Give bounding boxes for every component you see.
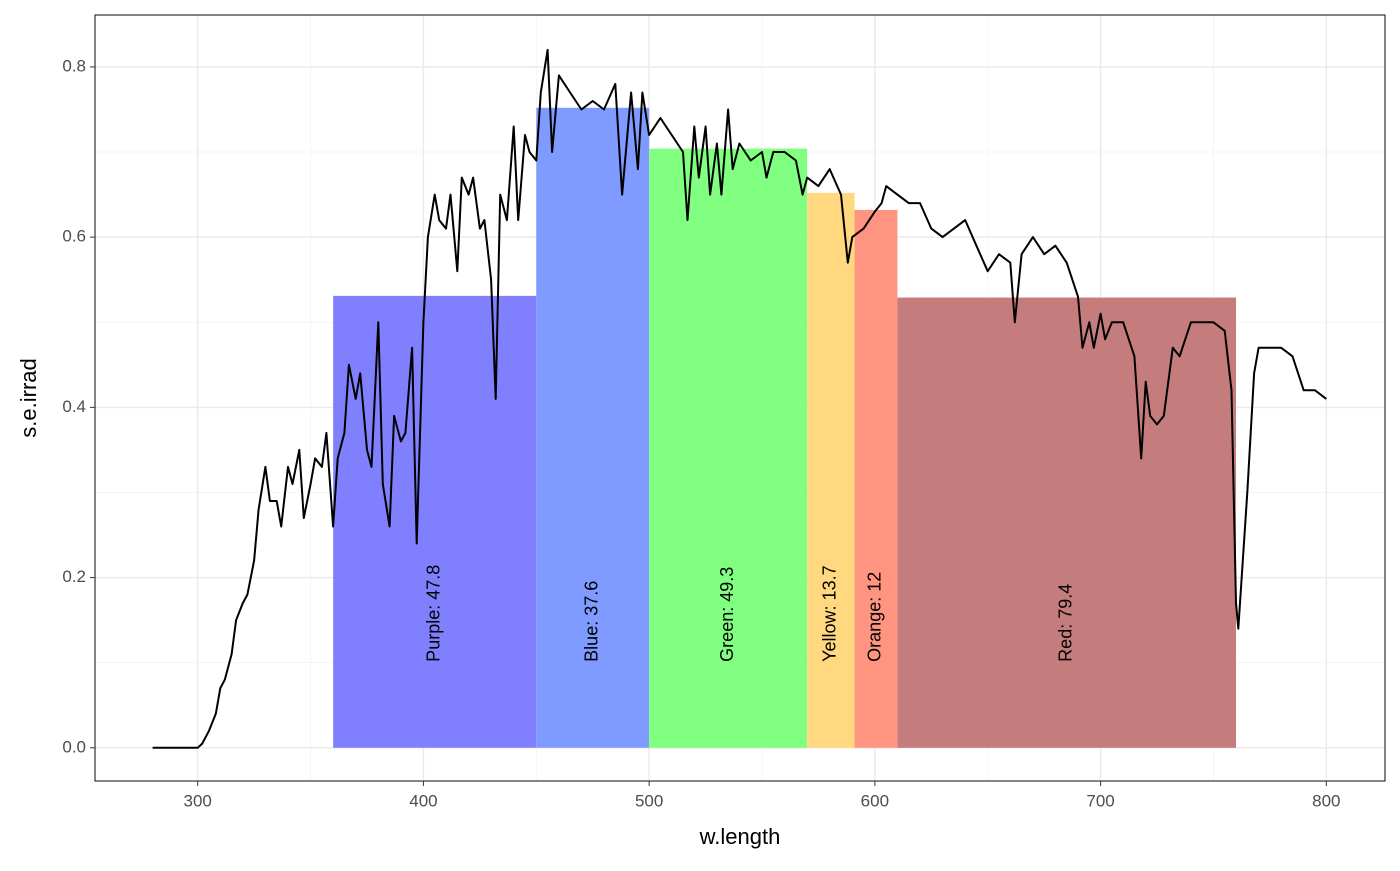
- y-tick-label: 0.2: [62, 567, 86, 586]
- spectrum-line: [152, 48, 1327, 749]
- y-tick-label: 0.6: [62, 227, 86, 246]
- x-tick-label: 600: [861, 791, 889, 810]
- waveband-label: Green: 49.3: [717, 567, 737, 662]
- x-tick-label: 400: [409, 791, 437, 810]
- waveband: [536, 107, 650, 748]
- waveband-label: Yellow: 13.7: [820, 565, 840, 661]
- waveband: [897, 297, 1237, 748]
- waveband: [649, 148, 808, 748]
- waveband-label: Red: 79.4: [1055, 584, 1075, 662]
- x-tick-label: 500: [635, 791, 663, 810]
- y-axis-title: s.e.irrad: [16, 358, 41, 437]
- waveband: [333, 295, 537, 748]
- waveband: [807, 192, 855, 748]
- y-tick-label: 0.0: [62, 737, 86, 756]
- x-tick-label: 800: [1312, 791, 1340, 810]
- panel-border: [94, 14, 1386, 782]
- y-tick-label: 0.4: [62, 397, 86, 416]
- waveband-label: Purple: 47.8: [423, 565, 443, 662]
- x-axis-title: w.length: [699, 824, 781, 849]
- waveband: [854, 209, 898, 748]
- waveband-label: Orange: 12: [865, 572, 885, 662]
- waveband-label: Blue: 37.6: [581, 581, 601, 662]
- y-tick-label: 0.8: [62, 56, 86, 75]
- x-tick-label: 700: [1086, 791, 1114, 810]
- x-tick-label: 300: [184, 791, 212, 810]
